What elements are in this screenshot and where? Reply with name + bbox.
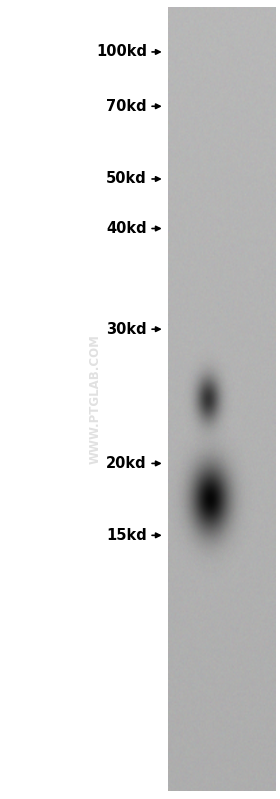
Text: 50kd: 50kd [106,172,147,186]
Text: 30kd: 30kd [106,322,147,336]
Text: 15kd: 15kd [106,528,147,543]
Text: WWW.PTGLAB.COM: WWW.PTGLAB.COM [89,335,102,464]
Text: 40kd: 40kd [106,221,147,236]
Text: 70kd: 70kd [106,99,147,113]
Text: 100kd: 100kd [96,45,147,59]
Text: 20kd: 20kd [106,456,147,471]
